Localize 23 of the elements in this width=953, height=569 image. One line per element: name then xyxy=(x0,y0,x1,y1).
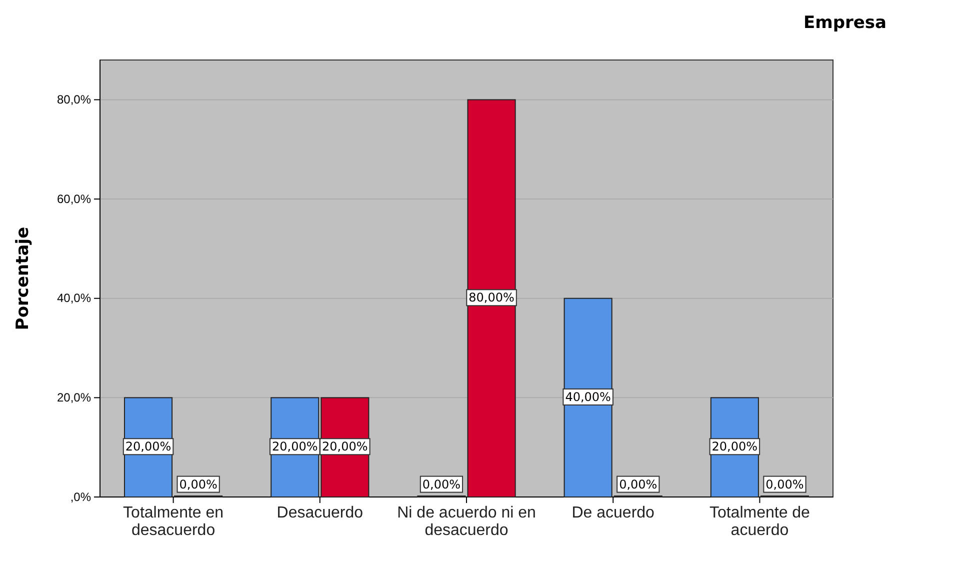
data-label: 0,00% xyxy=(422,477,461,492)
data-label: 20,00% xyxy=(272,440,318,454)
x-tick-label: Desacuerdo xyxy=(276,504,364,522)
x-tick-label: Totalmente de acuerdo xyxy=(709,504,810,539)
data-label: 80,00% xyxy=(468,290,514,305)
legend-title: Empresa xyxy=(804,13,886,33)
data-label: 20,00% xyxy=(712,440,758,454)
y-tick-label: 20,0% xyxy=(56,390,92,405)
x-tick-label: Totalmente en desacuerdo xyxy=(123,504,224,539)
data-label: 0,00% xyxy=(619,477,658,492)
data-label: 20,00% xyxy=(125,440,172,454)
y-tick-label: 80,0% xyxy=(56,92,92,107)
y-tick-label: ,0% xyxy=(70,490,92,504)
x-tick-label: Ni de acuerdo ni en desacuerdo xyxy=(397,504,536,539)
y-tick-label: 40,0% xyxy=(56,291,92,306)
y-axis-title: Porcentaje xyxy=(13,226,33,330)
data-label: 20,00% xyxy=(322,440,368,454)
x-tick-label: De acuerdo xyxy=(572,504,655,522)
bar xyxy=(467,99,516,498)
data-label: 0,00% xyxy=(766,477,804,492)
data-label: 40,00% xyxy=(565,390,611,404)
y-tick-label: 60,0% xyxy=(56,192,92,206)
data-label: 0,00% xyxy=(179,477,218,492)
